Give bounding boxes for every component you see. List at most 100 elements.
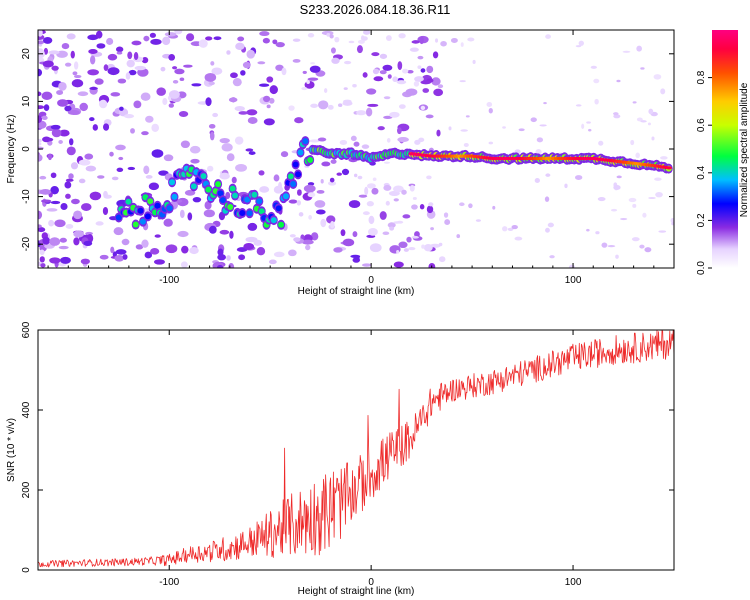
spectrogram-ridge-body [251, 191, 258, 198]
spectrogram-noise-cell [162, 97, 168, 106]
spectrogram-noise-cell [544, 196, 550, 202]
spectrogram-noise-cell [296, 189, 302, 196]
spectrogram-noise-cell [465, 115, 470, 118]
spectrogram-noise-cell [343, 87, 348, 90]
spectrogram-noise-cell [58, 82, 67, 91]
spectrogram-noise-cell [437, 84, 444, 89]
spectrogram-noise-cell [81, 203, 92, 211]
spectrogram-ridge-body [154, 202, 161, 209]
spectrogram-noise-cell [189, 246, 199, 255]
spectrogram-noise-cell [292, 38, 301, 42]
spectrogram-noise-cell [145, 175, 153, 179]
spectrogram-noise-cell [615, 254, 619, 259]
spectrogram-noise-cell [334, 36, 340, 43]
spectrogram-ridge-body [115, 214, 122, 221]
spectrogram-noise-cell [58, 129, 70, 137]
spectrogram-noise-cell [365, 107, 373, 117]
spectrogram-noise-cell [135, 244, 144, 250]
spectrogram-noise-cell [127, 51, 133, 60]
spectrogram-noise-cell [127, 166, 136, 171]
spectrogram-ridge-body [302, 138, 309, 145]
spectrogram-noise-cell [632, 203, 637, 208]
spectrogram-noise-cell [341, 168, 350, 176]
spectrogram-noise-cell [353, 141, 360, 147]
spectrogram-noise-cell [419, 36, 424, 45]
spectrogram-y-tick-label: 10 [21, 95, 32, 107]
spectrogram-noise-cell [398, 241, 408, 249]
spectrogram-noise-cell [658, 230, 667, 233]
spectrogram-noise-cell [327, 104, 334, 110]
spectrogram-noise-cell [240, 70, 246, 76]
spectrogram-noise-cell [209, 131, 215, 141]
spectrogram-noise-cell [51, 65, 59, 71]
spectrogram-noise-cell [87, 69, 99, 76]
spectrogram-noise-cell [179, 77, 185, 82]
spectrogram-noise-cell [593, 78, 600, 84]
spectrogram-noise-cell [636, 45, 642, 52]
spectrogram-noise-cell [401, 189, 407, 195]
spectrogram-noise-cell [73, 230, 85, 238]
spectrogram-noise-cell [257, 61, 266, 65]
spectrogram-noise-cell [141, 239, 149, 248]
spectrogram-noise-cell [422, 88, 430, 93]
spectrogram-noise-cell [654, 177, 662, 181]
spectrogram-noise-cell [428, 202, 434, 207]
spectrogram-noise-cell [329, 34, 334, 39]
spectrogram-noise-cell [133, 100, 142, 109]
spectrogram-ridge-body [144, 213, 151, 220]
spectrogram-noise-cell [45, 137, 54, 142]
spectrogram-noise-cell [212, 112, 219, 118]
spectrogram-noise-cell [613, 112, 619, 116]
colorbar: 0.0 0.2 0.4 0.6 0.8 Normalized spectral ampl… [696, 30, 750, 275]
spectrogram-noise-cell [397, 127, 402, 135]
spectrogram-noise-cell [651, 136, 655, 141]
spectrogram-noise-cell [364, 186, 369, 196]
spectrogram-noise-cell [79, 102, 88, 112]
spectrogram-noise-cell [426, 175, 432, 180]
spectrogram-noise-cell [143, 35, 150, 42]
spectrogram-noise-cell [69, 138, 74, 146]
spectrogram-noise-cell [568, 264, 576, 268]
spectrogram-noise-cell [288, 105, 295, 111]
spectrogram-noise-cell [344, 60, 352, 65]
spectrogram-noise-cell [88, 48, 98, 54]
spectrogram-noise-cell [320, 178, 324, 184]
spectrogram-noise-cell [486, 102, 493, 108]
spectrogram-noise-cell [616, 175, 622, 179]
spectrogram-noise-cell [181, 245, 189, 254]
spectrogram-noise-cell [97, 175, 105, 179]
snr-x-tick-label: 0 [368, 577, 374, 588]
spectrogram-ridge-body [139, 218, 146, 225]
spectrogram-noise-cell [131, 40, 142, 46]
spectrogram-noise-cell [116, 167, 124, 172]
spectrogram-noise-cell [256, 247, 266, 256]
snr-series-line [38, 330, 674, 568]
spectrogram-noise-cell [245, 148, 254, 152]
spectrogram-x-tick-label: 100 [565, 275, 582, 286]
spectrogram-ridge-body [307, 157, 314, 164]
spectrogram-noise-cell [547, 222, 554, 228]
spectrogram-ridge-body [256, 198, 263, 205]
spectrogram-noise-cell [423, 244, 433, 252]
spectrogram-noise-cell [48, 50, 60, 55]
spectrogram-x-tick-label: -100 [159, 275, 179, 286]
spectrogram-noise-cell [288, 199, 298, 204]
spectrogram-noise-cell [620, 217, 628, 221]
spectrogram-ridge-body [229, 185, 236, 192]
spectrogram-noise-cell [414, 139, 421, 145]
spectrogram-noise-cell [396, 220, 404, 224]
spectrogram-noise-cell [362, 263, 372, 267]
spectrogram-noise-cell [140, 92, 151, 101]
spectrogram-noise-cell [575, 45, 582, 48]
spectrogram-noise-cell [368, 227, 378, 236]
spectrogram-noise-cell [420, 80, 432, 85]
spectrogram-noise-cell [103, 190, 108, 198]
colorbar-label: Normalized spectral amplitude [739, 82, 750, 217]
spectrogram-noise-cell [65, 193, 71, 199]
spectrogram-noise-cell [393, 185, 404, 193]
snr-plot-frame [37, 329, 675, 571]
spectrogram-noise-cell [545, 227, 550, 233]
spectrogram-noise-cell [293, 237, 301, 242]
spectrogram-noise-cell [460, 42, 464, 47]
spectrogram-noise-cell [89, 117, 95, 122]
